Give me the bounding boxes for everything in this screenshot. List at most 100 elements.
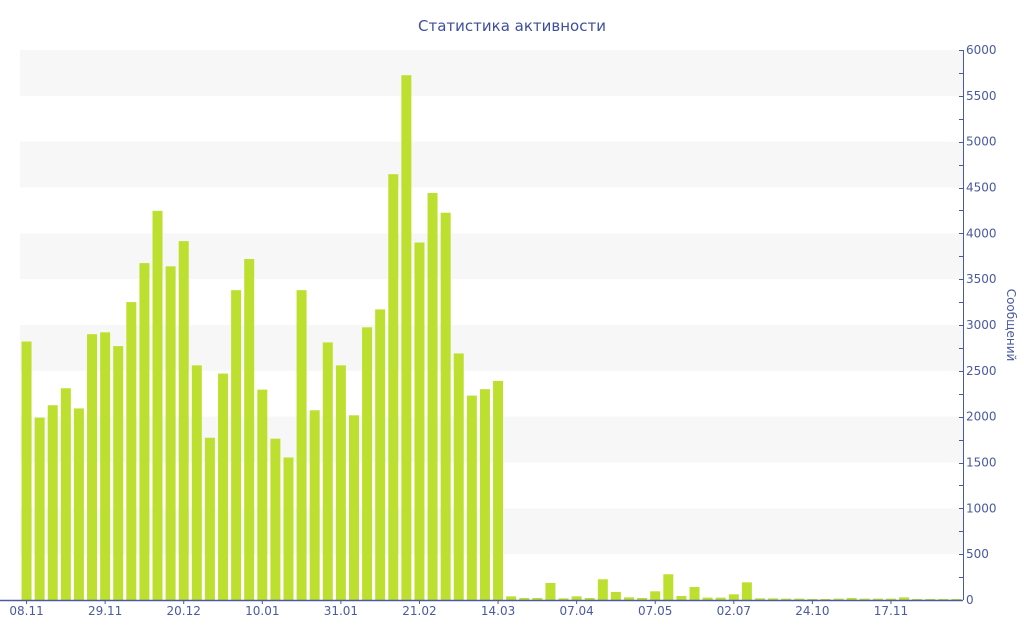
bar bbox=[21, 341, 32, 600]
bar bbox=[768, 598, 779, 600]
grid-band bbox=[20, 141, 963, 188]
bar bbox=[610, 591, 621, 600]
bar bbox=[218, 373, 229, 600]
y-tick-label: 4000 bbox=[966, 226, 997, 240]
bars bbox=[21, 75, 962, 601]
x-tick-label: 07.04 bbox=[559, 604, 593, 618]
bar bbox=[427, 193, 438, 600]
y-tick-label: 0 bbox=[966, 593, 974, 607]
bar bbox=[73, 408, 84, 600]
bar bbox=[899, 597, 910, 600]
x-tick-label: 07.05 bbox=[638, 604, 672, 618]
grid-band bbox=[20, 233, 963, 280]
bar bbox=[859, 598, 870, 600]
bar bbox=[702, 597, 713, 600]
bar bbox=[912, 598, 923, 600]
bar bbox=[165, 266, 176, 600]
bar bbox=[728, 594, 739, 600]
bar bbox=[637, 597, 648, 600]
y-axis-label: Сообщений bbox=[1004, 289, 1018, 362]
grid-band bbox=[20, 325, 963, 371]
x-tick-label: 08.11 bbox=[9, 604, 43, 618]
bar bbox=[741, 582, 752, 600]
bar bbox=[388, 174, 399, 601]
bar bbox=[571, 596, 582, 600]
chart-title: Статистика активности bbox=[418, 17, 606, 35]
bar bbox=[375, 309, 386, 600]
bar bbox=[715, 597, 726, 600]
bar bbox=[335, 365, 346, 600]
bar bbox=[820, 598, 831, 600]
bar bbox=[663, 574, 674, 600]
bar bbox=[807, 598, 818, 600]
bar bbox=[100, 332, 111, 600]
bar bbox=[440, 212, 451, 601]
bar bbox=[60, 388, 71, 600]
bar bbox=[309, 410, 320, 600]
bar bbox=[951, 598, 962, 600]
bar bbox=[624, 597, 635, 600]
grid-bands bbox=[20, 50, 963, 555]
bar bbox=[545, 582, 556, 600]
bar bbox=[296, 290, 307, 600]
y-tick-label: 6000 bbox=[966, 43, 997, 57]
bar bbox=[191, 365, 202, 600]
bar bbox=[178, 241, 189, 600]
y-tick-label: 1500 bbox=[966, 456, 997, 470]
bar bbox=[362, 327, 373, 600]
y-tick-label: 2500 bbox=[966, 364, 997, 378]
bar bbox=[87, 334, 98, 600]
bar bbox=[139, 263, 150, 600]
bar bbox=[872, 598, 883, 600]
x-tick-label: 29.11 bbox=[88, 604, 122, 618]
bar bbox=[244, 259, 255, 600]
bar bbox=[584, 597, 595, 600]
y-tick-label: 5000 bbox=[966, 135, 997, 149]
bar bbox=[231, 290, 242, 600]
y-tick-label: 1000 bbox=[966, 501, 997, 515]
x-tick-label: 17.11 bbox=[874, 604, 908, 618]
bar bbox=[532, 597, 543, 600]
bar bbox=[689, 586, 700, 600]
bar bbox=[794, 598, 805, 600]
x-tick-label: 02.07 bbox=[717, 604, 751, 618]
x-tick-label: 14.03 bbox=[481, 604, 515, 618]
bar bbox=[47, 405, 58, 600]
x-tick-label: 10.01 bbox=[245, 604, 279, 618]
bar bbox=[833, 598, 844, 600]
bar bbox=[414, 242, 425, 600]
bar bbox=[257, 389, 268, 600]
bar bbox=[781, 598, 792, 600]
bar bbox=[152, 210, 163, 600]
bar bbox=[506, 596, 517, 600]
bar bbox=[676, 595, 687, 600]
bar bbox=[925, 598, 936, 600]
bar bbox=[558, 598, 569, 600]
x-tick-label: 21.02 bbox=[402, 604, 436, 618]
grid-band bbox=[20, 508, 963, 555]
bar bbox=[322, 342, 333, 600]
y-axis: 0 500 1000 1500 2000 2500 3000 3500 4000 4500 5000… bbox=[959, 43, 997, 607]
bar bbox=[493, 380, 504, 600]
x-tick-label: 31.01 bbox=[324, 604, 358, 618]
bar bbox=[466, 395, 477, 600]
y-tick-label: 500 bbox=[966, 547, 989, 561]
bar bbox=[113, 346, 124, 600]
x-axis: 08.11 29.11 20.12 10.01 31.01 21.02 14.03 07.04… bbox=[0, 599, 963, 618]
bar bbox=[204, 437, 215, 600]
bar bbox=[453, 353, 464, 600]
bar bbox=[597, 579, 608, 600]
grid-band bbox=[20, 416, 963, 463]
bar bbox=[650, 591, 661, 600]
y-tick-label: 2000 bbox=[966, 410, 997, 424]
bar bbox=[885, 598, 896, 600]
grid-band bbox=[20, 50, 963, 96]
bar bbox=[348, 415, 359, 600]
bar bbox=[283, 457, 294, 600]
bar bbox=[479, 389, 490, 600]
bar bbox=[126, 302, 137, 600]
y-tick-label: 5500 bbox=[966, 89, 997, 103]
bar bbox=[401, 75, 412, 601]
bar bbox=[270, 438, 281, 600]
